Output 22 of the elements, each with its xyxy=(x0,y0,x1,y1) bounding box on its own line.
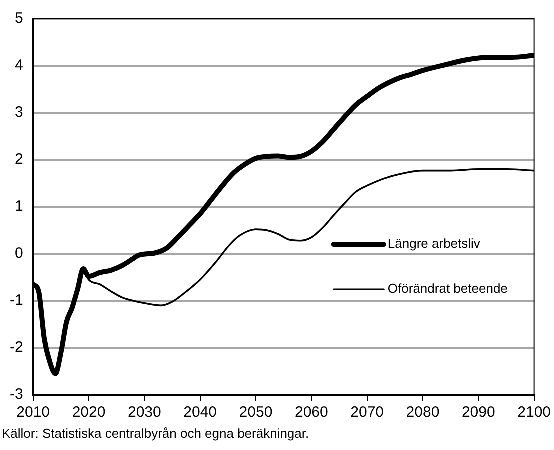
y-tick-label: -3 xyxy=(10,386,24,404)
x-tick-label: 2020 xyxy=(72,404,106,422)
y-tick-label: -2 xyxy=(10,339,24,356)
x-tick-label: 2100 xyxy=(518,404,552,422)
y-tick-label: -1 xyxy=(10,292,24,310)
x-tick-label: 2070 xyxy=(350,404,384,422)
legend-label: Oförändrat beteende xyxy=(388,281,508,296)
legend-label: Längre arbetsliv xyxy=(388,236,481,252)
y-tick-label: 5 xyxy=(14,10,24,28)
x-tick-label: 2030 xyxy=(128,404,162,422)
x-tick-label: 2050 xyxy=(239,404,273,422)
y-tick-label: 2 xyxy=(14,151,24,168)
x-tick-label: 2040 xyxy=(184,404,218,422)
y-tick-label: 3 xyxy=(14,104,24,122)
x-tick-label: 2080 xyxy=(406,404,440,422)
y-tick-label: 4 xyxy=(14,57,24,74)
x-tick-label: 2060 xyxy=(294,404,328,422)
y-tick-label: 0 xyxy=(14,245,24,262)
y-tick-label: 1 xyxy=(14,198,24,216)
x-tick-label: 2010 xyxy=(16,404,50,422)
x-tick-label: 2090 xyxy=(462,404,496,422)
text: Källor: Statistiska centralbyrån och egna beräkningar. xyxy=(2,426,310,441)
